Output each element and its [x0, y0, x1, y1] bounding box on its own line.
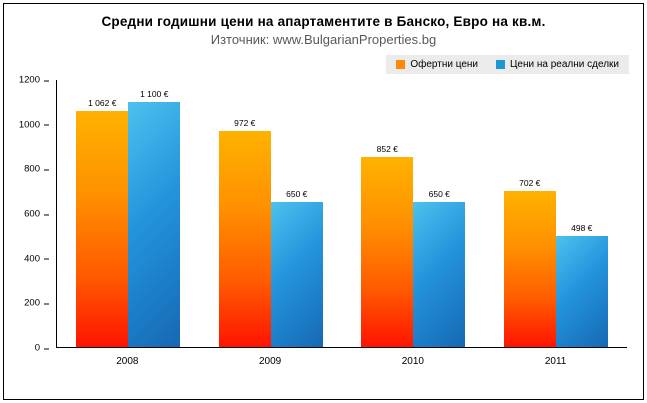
bar-group-2008: 1 062 € 1 100 € [76, 80, 181, 347]
bar-value-label: 498 € [571, 223, 593, 234]
y-axis: 0 200 400 600 800 1000 1200 [4, 75, 50, 354]
y-tick-label: 200 [24, 297, 49, 309]
category-label-2010: 2010 [401, 356, 424, 367]
category-label-2008: 2008 [116, 356, 139, 367]
bar-offer-2010 [361, 157, 414, 347]
y-tick-label: 800 [24, 163, 49, 175]
chart-subtitle: Източник: www.BulgarianProperties.bg [210, 32, 437, 47]
legend-swatch-offer-prices [396, 60, 406, 69]
bar-value-label: 650 € [428, 189, 450, 200]
y-tick-label: 0 [34, 342, 50, 354]
chart-frame: Средни годишни цени на апартаментите в Б… [3, 3, 644, 400]
legend-label-offer-prices: Офертни цени [410, 59, 479, 70]
bar-value-label: 972 € [234, 117, 256, 128]
bar-value-label: 1 100 € [140, 89, 169, 100]
bar-deal-2009 [270, 202, 323, 347]
bar-wrap: 1 100 € [128, 80, 181, 347]
legend-item-deal-prices: Цени на реални сделки [496, 59, 619, 70]
bar-wrap: 852 € [361, 80, 414, 347]
category-label-2011: 2011 [544, 356, 567, 367]
legend-swatch-deal-prices [496, 60, 506, 69]
bar-group-2010: 852 € 650 € [361, 80, 466, 347]
bar-group-2009: 972 € 650 € [218, 80, 323, 347]
legend: Офертни цени Цени на реални сделки [4, 55, 629, 74]
bar-value-label: 702 € [519, 177, 541, 188]
bar-value-label: 852 € [376, 144, 398, 155]
x-axis-labels: 2008 2009 2010 2011 [56, 348, 627, 367]
plot-area: 1 062 € 1 100 € 972 € 650 € 852 € 650 € 702 € 4… [56, 80, 627, 348]
bar-value-label: 650 € [286, 189, 308, 200]
bar-offer-2008 [76, 110, 129, 347]
legend-box: Офертни цени Цени на реални сделки [386, 55, 629, 74]
bar-deal-2010 [413, 202, 466, 347]
chart-title: Средни годишни цени на апартаментите в Б… [101, 14, 546, 29]
y-tick-label: 1200 [18, 74, 50, 86]
bar-wrap: 650 € [270, 80, 323, 347]
bar-deal-2008 [128, 102, 181, 347]
bar-deal-2011 [555, 236, 608, 347]
bar-offer-2011 [503, 190, 556, 347]
legend-item-offer-prices: Офертни цени [396, 59, 478, 70]
bar-wrap: 650 € [413, 80, 466, 347]
y-tick-label: 600 [24, 208, 49, 220]
bar-group-2011: 702 € 498 € [503, 80, 608, 347]
bar-wrap: 702 € [503, 80, 556, 347]
y-tick-label: 400 [24, 253, 49, 265]
bar-wrap: 498 € [555, 80, 608, 347]
legend-label-deal-prices: Цени на реални сделки [510, 59, 619, 70]
bar-wrap: 972 € [218, 80, 271, 347]
chart-body: 0 200 400 600 800 1000 1200 1 062 € 1 100 € 972 … [19, 75, 627, 354]
category-label-2009: 2009 [259, 356, 282, 367]
bar-wrap: 1 062 € [76, 80, 129, 347]
bar-value-label: 1 062 € [88, 97, 117, 108]
y-tick-label: 1000 [18, 119, 50, 131]
bar-offer-2009 [218, 130, 271, 347]
